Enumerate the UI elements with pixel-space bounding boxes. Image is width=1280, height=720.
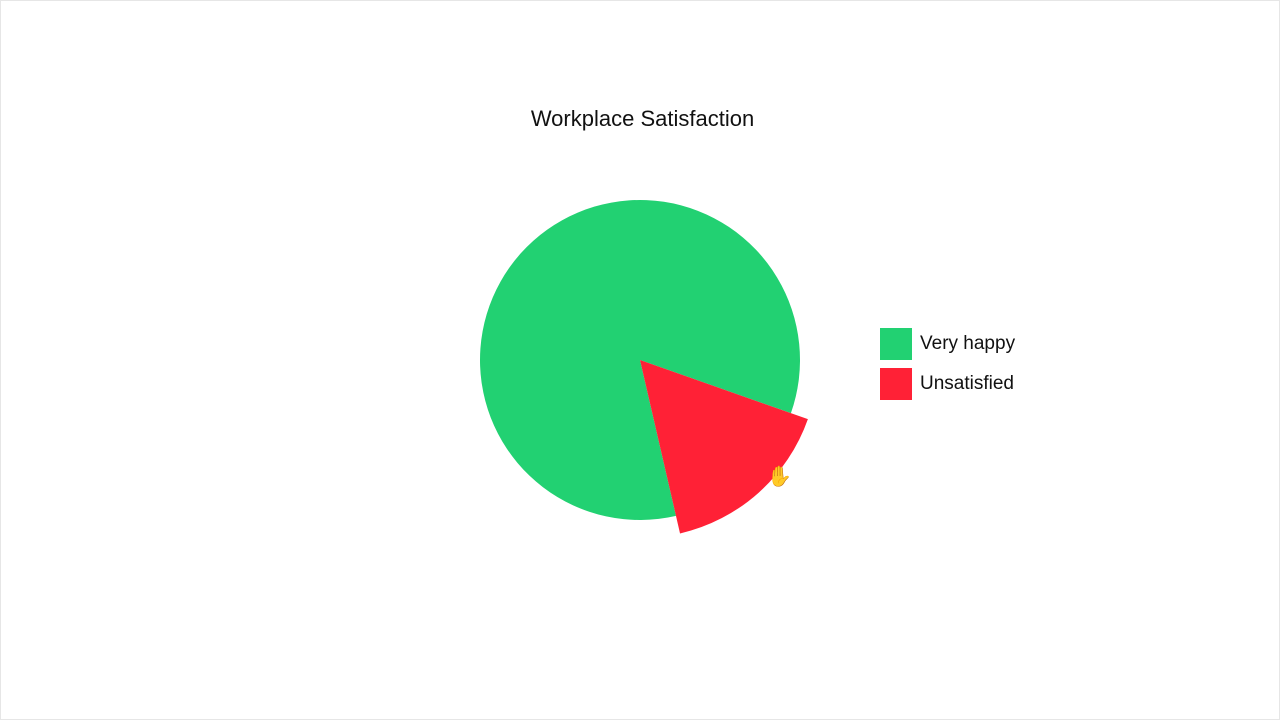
chart-title: Workplace Satisfaction [530,106,755,131]
legend-item-unsatisfied[interactable]: Unsatisfied [880,368,1015,400]
legend: Very happy Unsatisfied [880,328,1015,408]
pie-slice-very-happy[interactable] [480,199,801,521]
legend-swatch [880,368,912,400]
legend-item-very-happy[interactable]: Very happy [880,328,1015,360]
legend-label: Very happy [920,333,1016,354]
legend-label: Unsatisfied [920,373,1014,394]
legend-swatch [880,328,912,360]
grab-hand-icon: ✋ [767,466,792,488]
pie-slice-unsatisfied[interactable] [640,360,808,534]
